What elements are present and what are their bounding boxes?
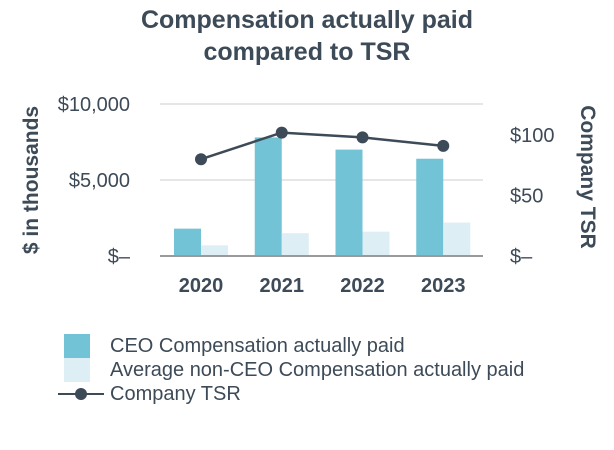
y-tick-label-0: $10,000	[58, 94, 130, 116]
legend-line-marker-tsr	[58, 382, 104, 406]
legend-item-tsr: Company TSR	[58, 382, 524, 406]
y-axis-title: $ in thousands	[20, 106, 43, 254]
legend-item-non-ceo: Average non-CEO Compensation actually pa…	[58, 358, 524, 382]
y2-tick-label-2: $–	[510, 246, 533, 268]
bar-non-ceo-2021	[281, 233, 309, 256]
x-tick-label-2021: 2021	[260, 275, 305, 297]
x-tick-label-2023: 2023	[421, 275, 466, 297]
legend-swatch-ceo	[64, 334, 90, 358]
tsr-point-2020	[195, 153, 207, 166]
legend-item-ceo: CEO Compensation actually paid	[58, 334, 524, 358]
chart-title-line-1: Compensation actually paid	[140, 6, 473, 34]
legend: CEO Compensation actually paid Average n…	[58, 334, 524, 406]
bar-non-ceo-2023	[443, 222, 471, 256]
bar-ceo-2023	[416, 158, 444, 256]
tsr-line	[200, 131, 444, 161]
bar-ceo-2022	[335, 149, 363, 256]
bar-ceo-2021	[254, 137, 282, 256]
chart-title-line-2: compared to TSR	[203, 38, 411, 66]
y-tick-label-1: $5,000	[69, 170, 130, 192]
y2-tick-label-1: $50	[510, 186, 543, 208]
legend-label-ceo: CEO Compensation actually paid	[110, 334, 405, 357]
tsr-point-2023	[437, 139, 450, 152]
bar-non-ceo-2022	[362, 231, 390, 256]
tsr-point-2021	[275, 126, 288, 139]
x-tick-label-2022: 2022	[340, 275, 385, 297]
legend-swatch-non-ceo	[64, 358, 90, 382]
tsr-point-2022	[356, 131, 369, 144]
chart-title: Compensation actually paid compared to T…	[0, 4, 614, 68]
y2-axis-title: Company TSR	[576, 105, 599, 249]
bar-ceo-2020	[174, 228, 201, 256]
x-tick-label-2020: 2020	[179, 275, 224, 297]
bar-non-ceo-2020	[201, 245, 228, 256]
y2-tick-label-0: $100	[510, 125, 555, 147]
legend-label-non-ceo: Average non-CEO Compensation actually pa…	[110, 358, 525, 381]
y-tick-label-2: $–	[108, 246, 131, 268]
legend-label-tsr: Company TSR	[110, 382, 241, 405]
